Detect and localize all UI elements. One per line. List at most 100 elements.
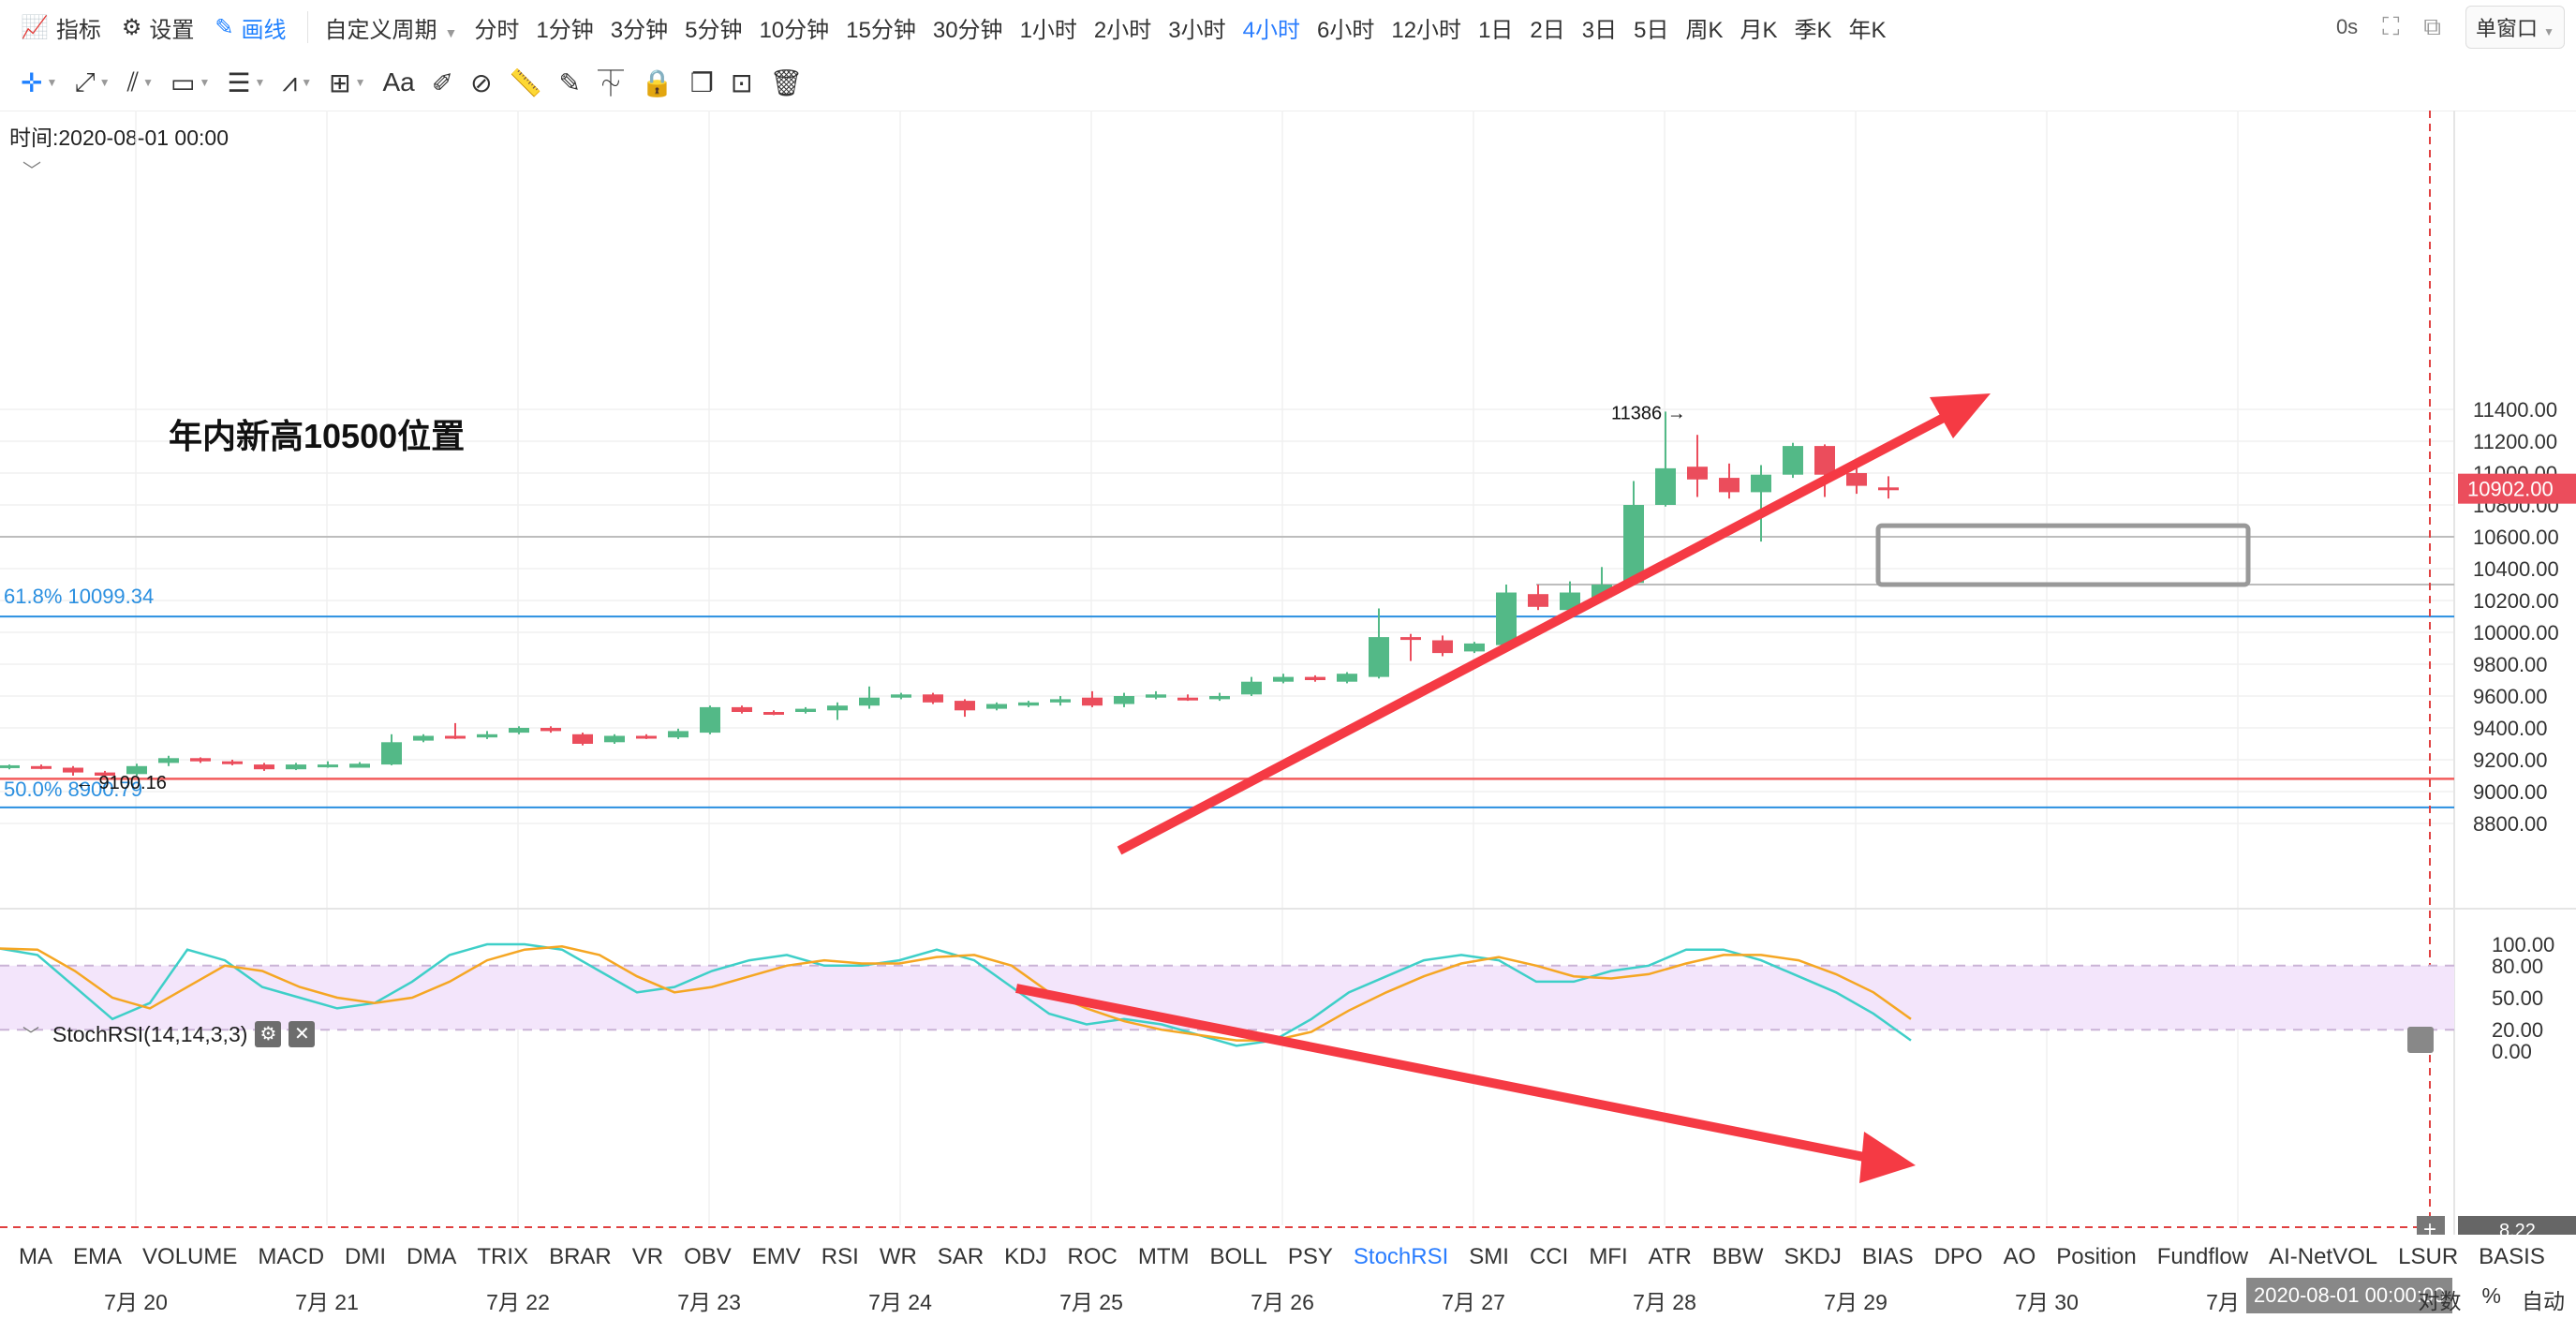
low-label: ← 9100.16: [75, 773, 167, 793]
indicator-stochrsi[interactable]: StochRSI: [1353, 1244, 1449, 1269]
pencil-icon: ✎: [558, 67, 581, 97]
indicator-cci[interactable]: CCI: [1529, 1244, 1569, 1269]
period-20[interactable]: 年K: [1848, 17, 1887, 43]
indicator-bbw[interactable]: BBW: [1711, 1244, 1764, 1269]
candle-body: [31, 765, 52, 769]
indicator-ema[interactable]: EMA: [73, 1244, 123, 1269]
fibonacci-tool[interactable]: ⩘ ▼: [282, 67, 312, 98]
indicator-fundflow[interactable]: Fundflow: [2156, 1244, 2249, 1269]
period-5[interactable]: 15分钟: [846, 17, 916, 43]
indicator-vr[interactable]: VR: [631, 1244, 664, 1269]
indicator-atr[interactable]: ATR: [1648, 1244, 1692, 1269]
indicator-kdj[interactable]: KDJ: [1004, 1244, 1047, 1269]
period-11[interactable]: 6小时: [1317, 17, 1375, 43]
indicator-trix[interactable]: TRIX: [477, 1244, 529, 1269]
period-13[interactable]: 1日: [1478, 17, 1514, 43]
parallel-channel-tool[interactable]: ⫽ ▼: [127, 67, 154, 98]
chevron-down-icon[interactable]: ﹀: [22, 1026, 39, 1045]
period-18[interactable]: 月K: [1740, 17, 1778, 43]
trend-arrow-down: [1015, 984, 1879, 1164]
scale-option-1[interactable]: %: [2481, 1283, 2501, 1308]
scale-option-2[interactable]: 自动: [2522, 1289, 2565, 1313]
chevron-down-icon[interactable]: ﹀: [22, 161, 41, 182]
lock-tool[interactable]: 🔒: [641, 67, 674, 98]
period-17[interactable]: 周K: [1685, 17, 1724, 43]
price-chart[interactable]: 11400.0011200.0011000.0010800.0010600.00…: [0, 111, 2576, 1235]
hide-tool[interactable]: ⊡: [731, 67, 752, 98]
horizontal-lines-tool[interactable]: ☰ ▼: [227, 67, 265, 98]
indicator-macd[interactable]: MACD: [258, 1244, 325, 1269]
settings-icon[interactable]: ⚙: [255, 1021, 282, 1047]
price-tick: 10400.00: [2473, 557, 2559, 581]
indicator-smi[interactable]: SMI: [1469, 1244, 1509, 1269]
candle-pattern-tool[interactable]: ⏇: [598, 64, 624, 101]
indicator-wr[interactable]: WR: [879, 1244, 917, 1269]
window-mode-select[interactable]: 单窗口 ▼: [2465, 6, 2565, 49]
ruler-tool[interactable]: 📏: [510, 67, 542, 98]
text-tool[interactable]: Aa: [382, 67, 414, 97]
period-14[interactable]: 2日: [1530, 17, 1565, 43]
period-6[interactable]: 30分钟: [932, 17, 1003, 43]
caret-down-icon: ▼: [354, 76, 366, 89]
indicator-lsur[interactable]: LSUR: [2398, 1244, 2459, 1269]
period-19[interactable]: 季K: [1794, 17, 1832, 43]
indicator-brar[interactable]: BRAR: [549, 1244, 612, 1269]
period-3[interactable]: 5分钟: [685, 17, 743, 43]
custom-period-dropdown[interactable]: 自定义周期 ▼: [324, 17, 458, 43]
indicator-volume[interactable]: VOLUME: [142, 1244, 238, 1269]
period-0[interactable]: 分时: [474, 17, 520, 43]
close-icon[interactable]: ✕: [289, 1021, 316, 1047]
indicator-skdj[interactable]: SKDJ: [1784, 1244, 1842, 1269]
period-16[interactable]: 5日: [1634, 17, 1669, 43]
period-12[interactable]: 12小时: [1391, 17, 1462, 43]
overbought-band: [0, 965, 2454, 1030]
stoch-d-line: [0, 945, 1912, 1042]
scale-option-0[interactable]: 对数: [2418, 1289, 2462, 1313]
horizontal-lines-icon: ☰: [227, 67, 251, 97]
indicator-ma[interactable]: MA: [19, 1244, 52, 1269]
brush-tool[interactable]: ✐: [432, 67, 453, 98]
rectangle-tool[interactable]: ▭ ▼: [170, 67, 210, 98]
pencil-tool[interactable]: ✎: [559, 67, 581, 98]
period-2[interactable]: 3分钟: [610, 17, 669, 43]
indicator-basis[interactable]: BASIS: [2479, 1244, 2545, 1269]
candle-body: [859, 697, 880, 706]
indicator-ai-netvol[interactable]: AI-NetVOL: [2269, 1244, 2378, 1269]
measure-tool[interactable]: ⊞ ▼: [329, 67, 365, 98]
screenshot-icon[interactable]: ⧉: [2423, 12, 2441, 40]
period-8[interactable]: 2小时: [1093, 17, 1152, 43]
period-7[interactable]: 1小时: [1019, 17, 1077, 43]
period-15[interactable]: 3日: [1581, 17, 1618, 43]
candle-body: [1114, 696, 1134, 704]
period-4[interactable]: 10分钟: [759, 17, 830, 43]
copy-tool[interactable]: ❐: [690, 67, 714, 98]
indicator-position[interactable]: Position: [2056, 1244, 2137, 1269]
fullscreen-icon[interactable]: ⛶: [2382, 12, 2400, 40]
indicator-obv[interactable]: OBV: [684, 1244, 732, 1269]
indicator-button[interactable]: 📈 指标: [21, 14, 101, 43]
indicator-dma[interactable]: DMA: [407, 1244, 457, 1269]
delete-tool[interactable]: 🗑: [769, 67, 803, 98]
indicator-psy[interactable]: PSY: [1287, 1244, 1333, 1269]
indicator-mtm[interactable]: MTM: [1137, 1244, 1190, 1269]
indicator-emv[interactable]: EMV: [751, 1244, 801, 1269]
indicator-roc[interactable]: ROC: [1067, 1244, 1118, 1269]
period-9[interactable]: 3小时: [1168, 17, 1226, 43]
settings-button[interactable]: ⚙ 设置: [121, 14, 195, 43]
indicator-ao[interactable]: AO: [2003, 1244, 2036, 1269]
indicator-mfi[interactable]: MFI: [1589, 1244, 1628, 1269]
indicator-bias[interactable]: BIAS: [1861, 1244, 1914, 1269]
period-1[interactable]: 1分钟: [536, 17, 594, 43]
indicator-boll[interactable]: BOLL: [1209, 1244, 1267, 1269]
price-tick: 9800.00: [2473, 653, 2548, 676]
period-10[interactable]: 4小时: [1242, 17, 1300, 43]
indicator-sar[interactable]: SAR: [937, 1244, 985, 1269]
crosshair-icon: ✛: [21, 67, 43, 97]
indicator-rsi[interactable]: RSI: [821, 1244, 859, 1269]
crosshair-tool[interactable]: ✛ ▼: [21, 67, 57, 98]
pattern-tool[interactable]: ⊘: [470, 67, 492, 98]
indicator-dpo[interactable]: DPO: [1933, 1244, 1983, 1269]
draw-button[interactable]: ✎ 画线: [215, 14, 287, 43]
trend-line-tool[interactable]: ⤢ ▼: [74, 67, 110, 98]
indicator-dmi[interactable]: DMI: [345, 1244, 387, 1269]
